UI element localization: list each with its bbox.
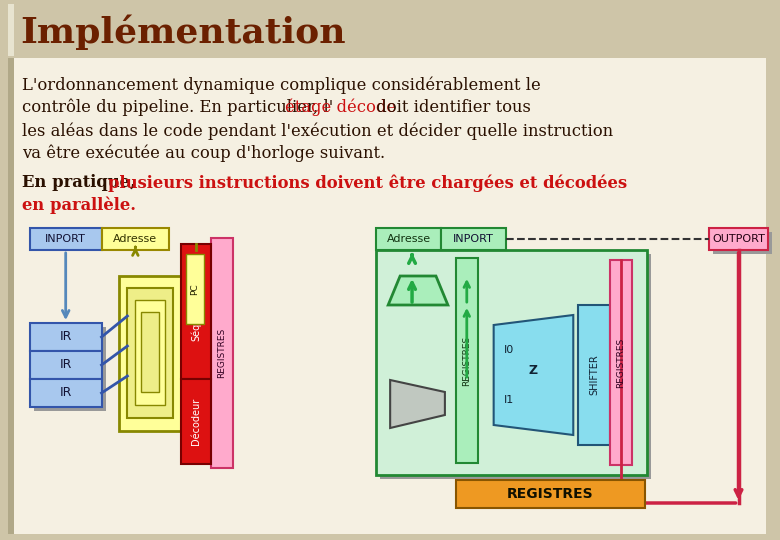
Text: SHIFTER: SHIFTER	[589, 355, 599, 395]
Bar	[713, 232, 772, 254]
Text: L'ordonnancement dynamique complique considérablement le: L'ordonnancement dynamique complique con…	[22, 76, 541, 93]
Bar	[136, 300, 165, 405]
Bar	[30, 351, 101, 379]
Text: Décodeur: Décodeur	[191, 398, 201, 445]
Text: I1: I1	[503, 395, 514, 405]
Bar	[34, 327, 105, 355]
Text: PC: PC	[190, 283, 200, 295]
Bar	[141, 312, 159, 392]
Text: les aléas dans le code pendant l'exécution et décider quelle instruction: les aléas dans le code pendant l'exécuti…	[22, 122, 613, 139]
Text: REGISTRES: REGISTRES	[218, 328, 226, 378]
Polygon shape	[494, 315, 573, 435]
Polygon shape	[388, 276, 448, 305]
Text: INPORT: INPORT	[453, 234, 494, 244]
Bar	[376, 250, 647, 475]
Text: va être exécutée au coup d'horloge suivant.: va être exécutée au coup d'horloge suiva…	[22, 145, 385, 163]
Text: INPORT: INPORT	[45, 234, 86, 244]
Bar	[181, 244, 211, 379]
Text: Adresse: Adresse	[387, 234, 431, 244]
Bar	[30, 323, 101, 351]
Polygon shape	[390, 380, 445, 428]
Text: contrôle du pipeline. En particulier, l': contrôle du pipeline. En particulier, l'	[22, 99, 333, 117]
Text: IR: IR	[59, 359, 72, 372]
Bar	[127, 288, 173, 418]
Text: en parallèle.: en parallèle.	[22, 197, 136, 214]
Bar	[34, 355, 105, 383]
Bar	[186, 254, 204, 324]
Text: IR: IR	[59, 387, 72, 400]
Bar	[181, 379, 211, 464]
Bar	[709, 228, 768, 250]
Bar	[380, 254, 651, 479]
Text: REGISTRES: REGISTRES	[507, 487, 594, 501]
Bar	[8, 4, 14, 56]
Text: Séquenceur: Séquenceur	[191, 282, 201, 341]
Bar	[8, 58, 14, 534]
Text: REGISTRES: REGISTRES	[463, 335, 471, 386]
Text: Adresse: Adresse	[113, 234, 158, 244]
Text: Implémentation: Implémentation	[20, 15, 346, 50]
Bar	[34, 383, 105, 411]
Text: OUTPORT: OUTPORT	[712, 234, 765, 244]
Bar	[456, 480, 645, 508]
Bar	[211, 238, 233, 468]
Text: plusieurs instructions doivent être chargées et décodées: plusieurs instructions doivent être char…	[108, 174, 626, 192]
Text: IR: IR	[59, 330, 72, 343]
Text: étage décode: étage décode	[285, 99, 396, 117]
Bar	[441, 228, 505, 250]
Text: I0: I0	[503, 345, 514, 355]
Text: REGISTRES: REGISTRES	[616, 338, 626, 388]
Bar	[30, 379, 101, 407]
Bar	[376, 228, 441, 250]
Bar	[101, 228, 169, 250]
Bar	[456, 258, 477, 463]
Bar	[610, 260, 632, 465]
Bar	[8, 58, 767, 534]
Bar	[30, 228, 101, 250]
Text: En pratique,: En pratique,	[22, 174, 141, 191]
Text: Z: Z	[529, 363, 538, 376]
Bar	[119, 276, 181, 431]
Text: doit identifier tous: doit identifier tous	[371, 99, 531, 116]
Bar	[578, 305, 610, 445]
